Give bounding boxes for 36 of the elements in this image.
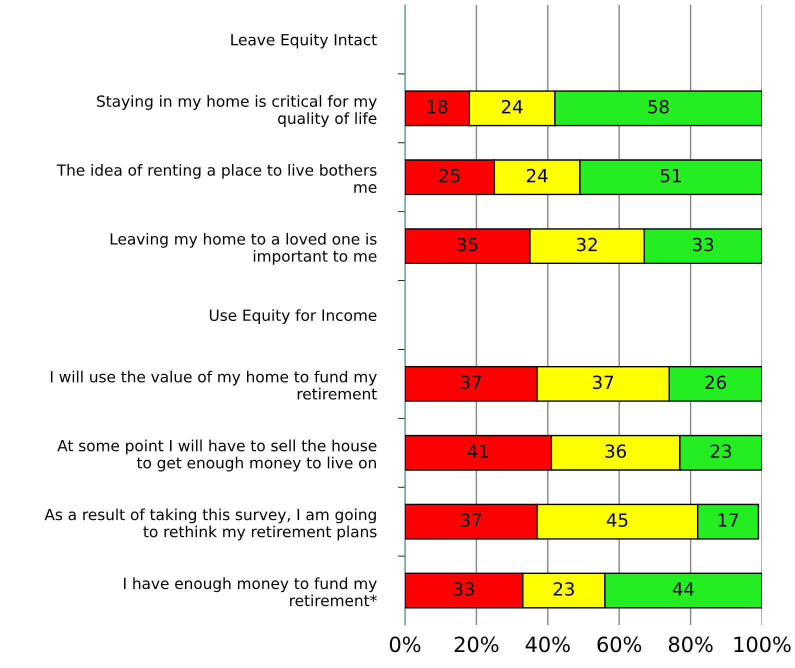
data-label: 37 <box>460 513 481 527</box>
x-tick-label: 0% <box>390 636 420 652</box>
y-tick-label: I have enough money to fund my retirement* <box>124 577 377 606</box>
data-label: 36 <box>606 444 626 458</box>
data-label: 23 <box>554 582 574 596</box>
y-tick-label: Use Equity for Income <box>210 309 376 324</box>
data-label: 23 <box>710 444 731 458</box>
y-tick-label: As a result of taking this survey, I am going to rethink my retirement plans <box>44 508 376 540</box>
data-label: 18 <box>428 100 448 114</box>
y-tick-label: The idea of renting a place to live bothers me <box>56 164 376 193</box>
data-label: 35 <box>457 238 478 252</box>
data-label: 58 <box>648 100 669 114</box>
data-label: 37 <box>460 375 481 390</box>
data-label: 33 <box>454 582 474 596</box>
x-tick-label: 60% <box>598 636 642 652</box>
y-tick-label: Leaving my home to a loved one is important to me <box>110 232 376 265</box>
x-tick-label: 40% <box>526 636 570 652</box>
y-tick-label: Leave Equity Intact <box>231 34 377 48</box>
data-label: 24 <box>526 168 548 182</box>
y-tick-label: Staying in my home is critical for my quality of life <box>97 95 377 128</box>
y-tick-label: At some point I will have to sell the house to get enough money to live on <box>57 440 376 472</box>
y-tick-label: I will use the value of my home to fund my retirement <box>50 370 377 400</box>
data-label: 51 <box>660 169 681 182</box>
data-label: 32 <box>576 238 597 252</box>
data-label: 25 <box>439 168 460 182</box>
data-label: 45 <box>606 513 628 527</box>
x-tick-label: 20% <box>454 636 498 652</box>
data-label: 44 <box>672 582 694 596</box>
x-tick-label: 100% <box>734 636 791 652</box>
data-label: 37 <box>593 375 614 390</box>
data-label: 17 <box>718 513 738 527</box>
x-tick-label: 80% <box>668 636 713 652</box>
data-label: 26 <box>705 375 726 390</box>
data-label: 24 <box>502 100 523 114</box>
data-label: 33 <box>692 238 714 252</box>
data-label: 41 <box>468 444 488 458</box>
